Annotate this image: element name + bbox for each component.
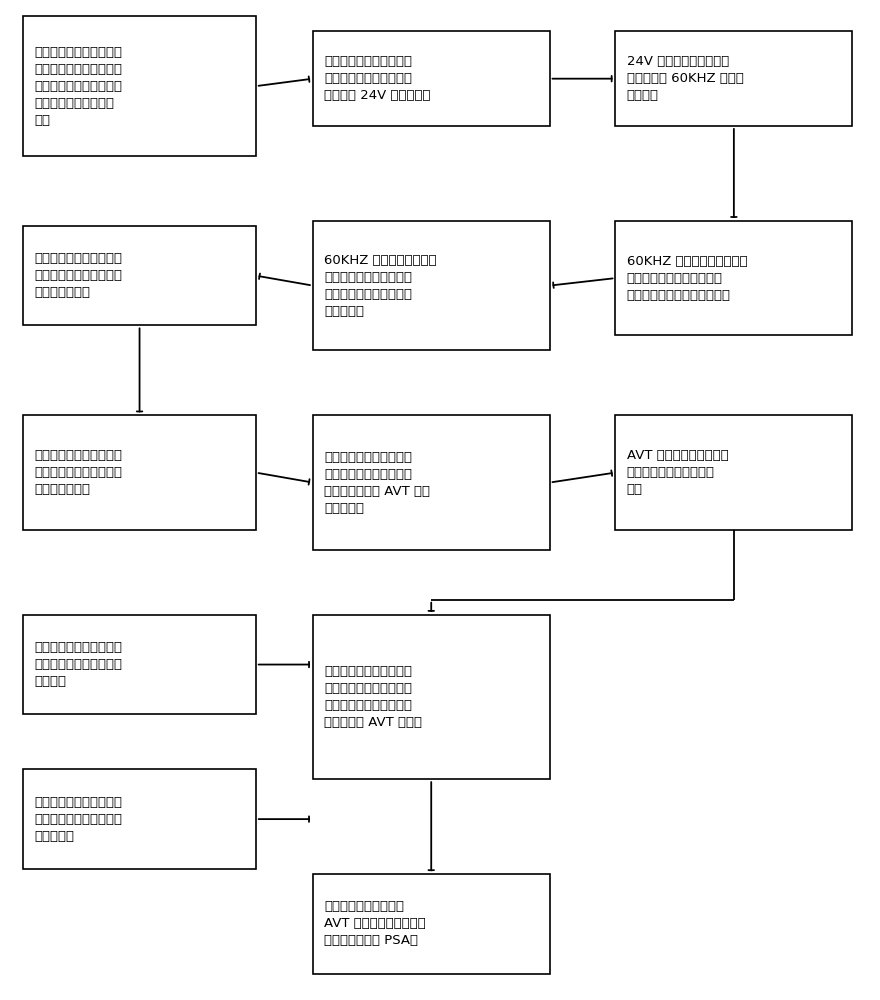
Text: 序列三并列绕组输出与精
密电阻进行组合抗干扰及
组合均压；: 序列三并列绕组输出与精 密电阻进行组合抗干扰及 组合均压； bbox=[34, 796, 122, 843]
Text: 60KHZ 高频供电单元输出
高频电序给浪涌滤波吸收
器并进行内部及输入输出
屏蔽处理；: 60KHZ 高频供电单元输出 高频电序给浪涌滤波吸收 器并进行内部及输入输出 屏… bbox=[324, 254, 436, 318]
Text: 浪涌吸收器输出经过屏蔽
处理后的高频有序电信号
给隔离变压器；: 浪涌吸收器输出经过屏蔽 处理后的高频有序电信号 给隔离变压器； bbox=[34, 252, 122, 299]
Bar bbox=[615, 415, 853, 530]
Bar bbox=[23, 16, 256, 156]
Text: 直流整流装置通过内部程
序化计算及相关元器件转
换后输出 24V 直流电源；: 直流整流装置通过内部程 序化计算及相关元器件转 换后输出 24V 直流电源； bbox=[324, 55, 430, 102]
Text: 通过高低压室动力柜交流
电源给直流电源整流装置
供电，并对两相电序进行
可视化标识及实质性检
测；: 通过高低压室动力柜交流 电源给直流电源整流装置 供电，并对两相电序进行 可视化标… bbox=[34, 46, 122, 127]
Text: 60KHZ 高频供电单元内部进
行程序化计算及内部组件的
传输以及组合逻辑运算输出；: 60KHZ 高频供电单元内部进 行程序化计算及内部组件的 传输以及组合逻辑运算输… bbox=[627, 255, 747, 302]
Bar bbox=[615, 31, 853, 126]
Bar bbox=[312, 874, 550, 974]
Bar bbox=[23, 615, 256, 714]
Bar bbox=[312, 221, 550, 350]
Text: 序列一、三主绕组输出与
精密电阻进行组合抗干扰
及组合均压后将电压矢量
信号传输给 AVT 组件；: 序列一、三主绕组输出与 精密电阻进行组合抗干扰 及组合均压后将电压矢量 信号传输… bbox=[324, 665, 422, 729]
Text: 通过光纤信号处理后的
AVT 组件将电压矢量信号
传输给功率组件 PSA；: 通过光纤信号处理后的 AVT 组件将电压矢量信号 传输给功率组件 PSA； bbox=[324, 900, 426, 947]
Bar bbox=[312, 615, 550, 779]
Bar bbox=[23, 415, 256, 530]
Bar bbox=[615, 221, 853, 335]
Text: 经过隔离变压器进行电网
隔离及比例转换的高频有
序放大电信号对 AVT 组件
进行驱动；: 经过隔离变压器进行电网 隔离及比例转换的高频有 序放大电信号对 AVT 组件 进… bbox=[324, 451, 430, 515]
Bar bbox=[23, 226, 256, 325]
Bar bbox=[312, 31, 550, 126]
Text: 24V 直流电源的正负两相
分别输出到 60KHZ 高频供
电单元；: 24V 直流电源的正负两相 分别输出到 60KHZ 高频供 电单元； bbox=[627, 55, 744, 102]
Text: AVT 组件对相关实际值信
号进行光电隔离及光电转
换；: AVT 组件对相关实际值信 号进行光电隔离及光电转 换； bbox=[627, 449, 729, 496]
Text: 序列一主绕组输出与精密
电阻进行组合抗干扰及组
合均压；: 序列一主绕组输出与精密 电阻进行组合抗干扰及组 合均压； bbox=[34, 641, 122, 688]
Bar bbox=[312, 415, 550, 550]
Bar bbox=[23, 769, 256, 869]
Text: 隔离变压器进行电网隔离
及比例转换及高频有序电
信号放大输出；: 隔离变压器进行电网隔离 及比例转换及高频有序电 信号放大输出； bbox=[34, 449, 122, 496]
